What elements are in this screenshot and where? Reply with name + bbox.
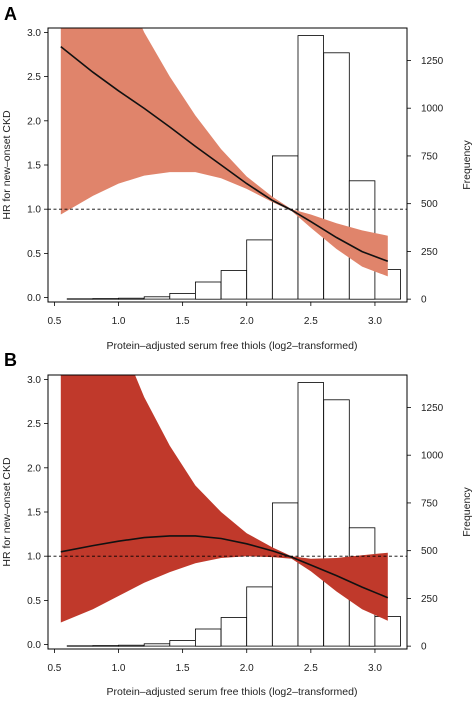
- histogram-bar: [297, 35, 325, 300]
- y-tick-label: 3.0: [27, 28, 41, 39]
- y-tick-label: 1.5: [27, 508, 41, 519]
- panel-letter-b: B: [4, 350, 17, 370]
- histogram-bar: [220, 270, 248, 300]
- y-tick-label: 0.5: [27, 596, 41, 607]
- y-tick-label: 2.0: [27, 116, 41, 127]
- histogram-bar: [374, 616, 401, 647]
- x-axis-label: Protein–adjusted serum free thiols (log2…: [107, 340, 358, 352]
- y-tick-label: 2.5: [27, 72, 41, 83]
- y2-tick-label: 250: [421, 247, 438, 258]
- y-tick-label: 0.5: [27, 249, 41, 260]
- histogram-bar: [374, 269, 401, 300]
- histogram-bar: [169, 640, 196, 647]
- y-axis-right: 0 250 500 750 1000 1250: [407, 403, 444, 653]
- panel-b: B 0.0 0.5 1.0 1.5 2.0 2.5 3.0 0 250 500 750 1000 12…: [1, 350, 473, 698]
- x-tick-label: 1.0: [112, 316, 126, 327]
- y-tick-label: 1.0: [27, 205, 41, 216]
- hazard-ratio-line: [60, 535, 389, 599]
- histogram-bar: [246, 586, 273, 647]
- histogram-bar: [323, 52, 350, 300]
- y-tick-label: 0.0: [27, 640, 41, 651]
- y-axis-left: 0.0 0.5 1.0 1.5 2.0 2.5 3.0: [27, 28, 48, 304]
- hazard-ratio-line: [60, 45, 389, 263]
- x-axis: 0.5 1.0 1.5 2.0 2.5 3.0: [47, 302, 382, 327]
- y2-tick-label: 750: [421, 498, 438, 509]
- histogram-bars: [66, 35, 401, 300]
- y-tick-label: 3.0: [27, 375, 41, 386]
- y2-tick-label: 1000: [421, 451, 444, 462]
- y-axis-left: 0.0 0.5 1.0 1.5 2.0 2.5 3.0: [27, 375, 48, 651]
- x-tick-label: 1.5: [176, 316, 190, 327]
- histogram-bar: [92, 298, 119, 300]
- confidence-band: [60, 375, 388, 623]
- x-tick-label: 2.0: [240, 316, 254, 327]
- x-axis: 0.5 1.0 1.5 2.0 2.5 3.0: [47, 649, 382, 674]
- histogram-bar: [271, 155, 299, 300]
- y-axis-label: HR for new–onset CKD: [1, 457, 13, 567]
- x-tick-label: 1.0: [112, 663, 126, 674]
- y-tick-label: 0.0: [27, 293, 41, 304]
- histogram-bar: [118, 644, 145, 647]
- panel-letter-a: A: [4, 4, 17, 24]
- histogram-bar: [220, 617, 248, 647]
- panel-a: A 0.0 0.5 1.0 1.5 2.0 2.5 3.0 0 250 500 750 1000 12…: [1, 4, 473, 352]
- y2-tick-label: 750: [421, 151, 438, 162]
- x-tick-label: 2.0: [240, 663, 254, 674]
- y2-tick-label: 500: [421, 546, 438, 557]
- y2-tick-label: 0: [421, 295, 427, 306]
- y2-tick-label: 1250: [421, 403, 444, 414]
- confidence-band: [60, 28, 388, 277]
- y-tick-label: 2.0: [27, 463, 41, 474]
- histogram-bar: [143, 643, 171, 647]
- y2-tick-label: 0: [421, 642, 427, 653]
- y-axis-label: HR for new–onset CKD: [1, 110, 13, 220]
- y-tick-label: 1.5: [27, 161, 41, 172]
- x-tick-label: 3.0: [368, 316, 382, 327]
- x-tick-label: 0.5: [47, 663, 61, 674]
- y2-tick-label: 500: [421, 199, 438, 210]
- histogram-bar: [271, 502, 299, 647]
- x-tick-label: 0.5: [47, 316, 61, 327]
- y2-axis-label: Frequency: [461, 139, 473, 189]
- histogram-bar: [118, 297, 145, 300]
- x-tick-label: 3.0: [368, 663, 382, 674]
- x-tick-label: 1.5: [176, 663, 190, 674]
- histogram-bars: [66, 382, 401, 647]
- y-axis-right: 0 250 500 750 1000 1250: [407, 56, 444, 306]
- y2-tick-label: 1250: [421, 56, 444, 67]
- histogram-bar: [246, 239, 273, 300]
- y2-tick-label: 250: [421, 594, 438, 605]
- y-tick-label: 1.0: [27, 552, 41, 563]
- x-tick-label: 2.5: [304, 316, 318, 327]
- y2-axis-label: Frequency: [461, 486, 473, 536]
- histogram-bar: [169, 292, 196, 300]
- x-tick-label: 2.5: [304, 663, 318, 674]
- histogram-bar: [297, 382, 325, 647]
- histogram-bar: [194, 628, 222, 647]
- histogram-bar: [323, 399, 350, 647]
- histogram-bar: [143, 296, 171, 300]
- histogram-bar: [92, 645, 119, 647]
- y-tick-label: 2.5: [27, 419, 41, 430]
- y2-tick-label: 1000: [421, 104, 444, 115]
- histogram-bar: [194, 281, 222, 300]
- x-axis-label: Protein–adjusted serum free thiols (log2…: [107, 686, 358, 698]
